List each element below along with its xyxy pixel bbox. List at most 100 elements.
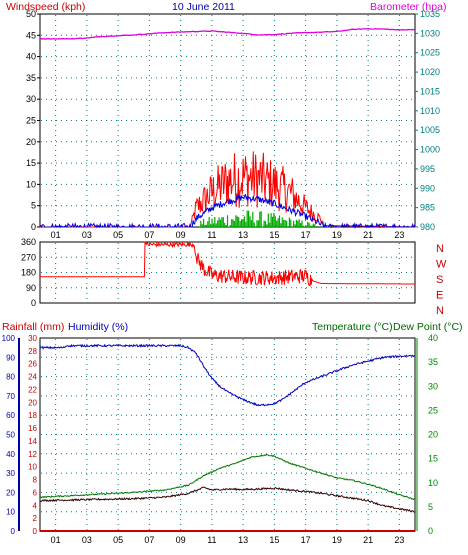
rainfall-axis-label: Rainfall (mm) — [2, 321, 64, 333]
top-hour-tick-label: 13 — [238, 230, 248, 240]
direction-tick-label: 0 — [31, 298, 36, 308]
humidity-tick-label: 60 — [6, 411, 15, 420]
humidity-tick-label: 70 — [6, 392, 15, 401]
wind-low-spikes — [198, 210, 316, 227]
bot-hour-tick-label: 05 — [113, 535, 123, 545]
temperature-tick-label: 35 — [428, 357, 438, 367]
humidity-tick-label: 10 — [6, 508, 15, 517]
windspeed-tick-label: 35 — [26, 73, 36, 83]
temperature-tick-label: 0 — [428, 526, 433, 536]
bot-hour-tick-label: 11 — [207, 535, 216, 545]
chart-date-title: 10 June 2011 — [172, 1, 235, 13]
bot-hour-tick-label: 03 — [82, 535, 92, 545]
temperature-line — [39, 453, 416, 501]
bot-hour-tick-label: 09 — [176, 535, 186, 545]
direction-panel-grid — [41, 243, 414, 302]
humidity-tick-label: 0 — [11, 527, 16, 536]
barometer-tick-label: 1030 — [420, 28, 440, 38]
rainfall-tick-label: 2 — [33, 514, 38, 523]
wind-average-line — [39, 193, 416, 229]
top-hour-tick-label: 19 — [332, 230, 342, 240]
top-hour-tick-label: 09 — [176, 230, 186, 240]
wind-gust-line — [40, 151, 416, 228]
top-hour-tick-label: 17 — [301, 230, 311, 240]
rainfall-tick-label: 4 — [33, 501, 38, 510]
barometer-tick-label: 1020 — [420, 67, 440, 77]
humidity-tick-label: 30 — [6, 469, 15, 478]
compass-direction-label: W — [436, 259, 447, 271]
windspeed-axis-label: Windspeed (kph) — [6, 1, 85, 13]
humidity-tick-label: 90 — [6, 353, 15, 362]
top-panel-axes: 0510152025303540455098098599099510001005… — [26, 9, 440, 240]
temperature-axis-label: Temperature (°C) — [312, 321, 393, 333]
bot-hour-tick-label: 21 — [363, 535, 373, 545]
barometer-tick-label: 1015 — [420, 86, 440, 96]
bot-hour-tick-label: 23 — [394, 535, 404, 545]
barometer-tick-label: 995 — [420, 164, 435, 174]
top-hour-tick-label: 23 — [394, 230, 404, 240]
rainfall-tick-label: 0 — [33, 527, 38, 536]
rainfall-tick-label: 8 — [33, 476, 38, 485]
direction-tick-label: 180 — [21, 268, 36, 278]
compass-direction-label: N — [436, 305, 444, 317]
barometer-tick-label: 1005 — [420, 125, 440, 135]
compass-direction-label: E — [436, 290, 443, 302]
windspeed-tick-label: 0 — [31, 222, 36, 232]
bot-hour-tick-label: 15 — [269, 535, 279, 545]
bot-hour-tick-label: 07 — [144, 535, 154, 545]
humidity-tick-label: 40 — [6, 450, 15, 459]
temperature-tick-label: 5 — [428, 502, 433, 512]
humidity-tick-label: 100 — [2, 334, 16, 343]
humidity-line — [39, 343, 416, 407]
rainfall-tick-label: 26 — [28, 360, 37, 369]
top-hour-tick-label: 11 — [207, 230, 216, 240]
wind-direction-line — [40, 241, 415, 288]
humidity-tick-label: 20 — [6, 488, 15, 497]
rainfall-tick-label: 10 — [28, 463, 37, 472]
barometer-tick-label: 985 — [420, 203, 435, 213]
bot-hour-tick-label: 19 — [332, 535, 342, 545]
windspeed-tick-label: 25 — [26, 116, 36, 126]
compass-direction-label: S — [436, 274, 443, 286]
top-hour-tick-label: 03 — [82, 230, 92, 240]
compass-direction-label: N — [436, 243, 444, 255]
barometer-axis-label: Barometer (hpa) — [370, 1, 446, 13]
windspeed-tick-label: 50 — [26, 9, 36, 19]
windspeed-tick-label: 15 — [26, 158, 36, 168]
humidity-axis-label: Humidity (%) — [68, 321, 128, 333]
rainfall-tick-label: 22 — [28, 385, 37, 394]
temperature-tick-label: 30 — [428, 381, 438, 391]
dewpoint-line — [39, 486, 416, 513]
bot-hour-tick-label: 17 — [301, 535, 311, 545]
temperature-tick-label: 25 — [428, 405, 438, 415]
direction-tick-label: 90 — [26, 283, 36, 293]
barometer-tick-label: 980 — [420, 222, 435, 232]
windspeed-tick-label: 30 — [26, 94, 36, 104]
barometer-line — [39, 27, 416, 40]
top-hour-tick-label: 05 — [113, 230, 123, 240]
top-panel-series — [39, 27, 416, 229]
dewpoint-axis-label: Dew Point (°C) — [393, 321, 463, 333]
bot-hour-tick-label: 13 — [238, 535, 248, 545]
windspeed-tick-label: 45 — [26, 30, 36, 40]
direction-panel-series — [40, 241, 415, 288]
rainfall-tick-label: 28 — [28, 347, 37, 356]
bottom-panel-axes: 0102030405060708090100024681012141618202… — [2, 333, 438, 545]
humidity-tick-label: 50 — [6, 431, 15, 440]
rainfall-tick-label: 14 — [28, 437, 37, 446]
windspeed-tick-label: 5 — [31, 201, 36, 211]
direction-tick-label: 360 — [21, 237, 36, 247]
rainfall-tick-label: 24 — [28, 373, 37, 382]
top-hour-tick-label: 01 — [51, 230, 61, 240]
barometer-tick-label: 990 — [420, 183, 435, 193]
windspeed-tick-label: 40 — [26, 52, 36, 62]
windspeed-tick-label: 20 — [26, 137, 36, 147]
rainfall-tick-label: 12 — [28, 450, 37, 459]
bottom-panel-grid — [41, 339, 414, 530]
bottom-panel-series — [39, 343, 416, 532]
temperature-tick-label: 10 — [428, 478, 438, 488]
top-hour-tick-label: 15 — [269, 230, 279, 240]
direction-tick-label: 270 — [21, 252, 36, 262]
